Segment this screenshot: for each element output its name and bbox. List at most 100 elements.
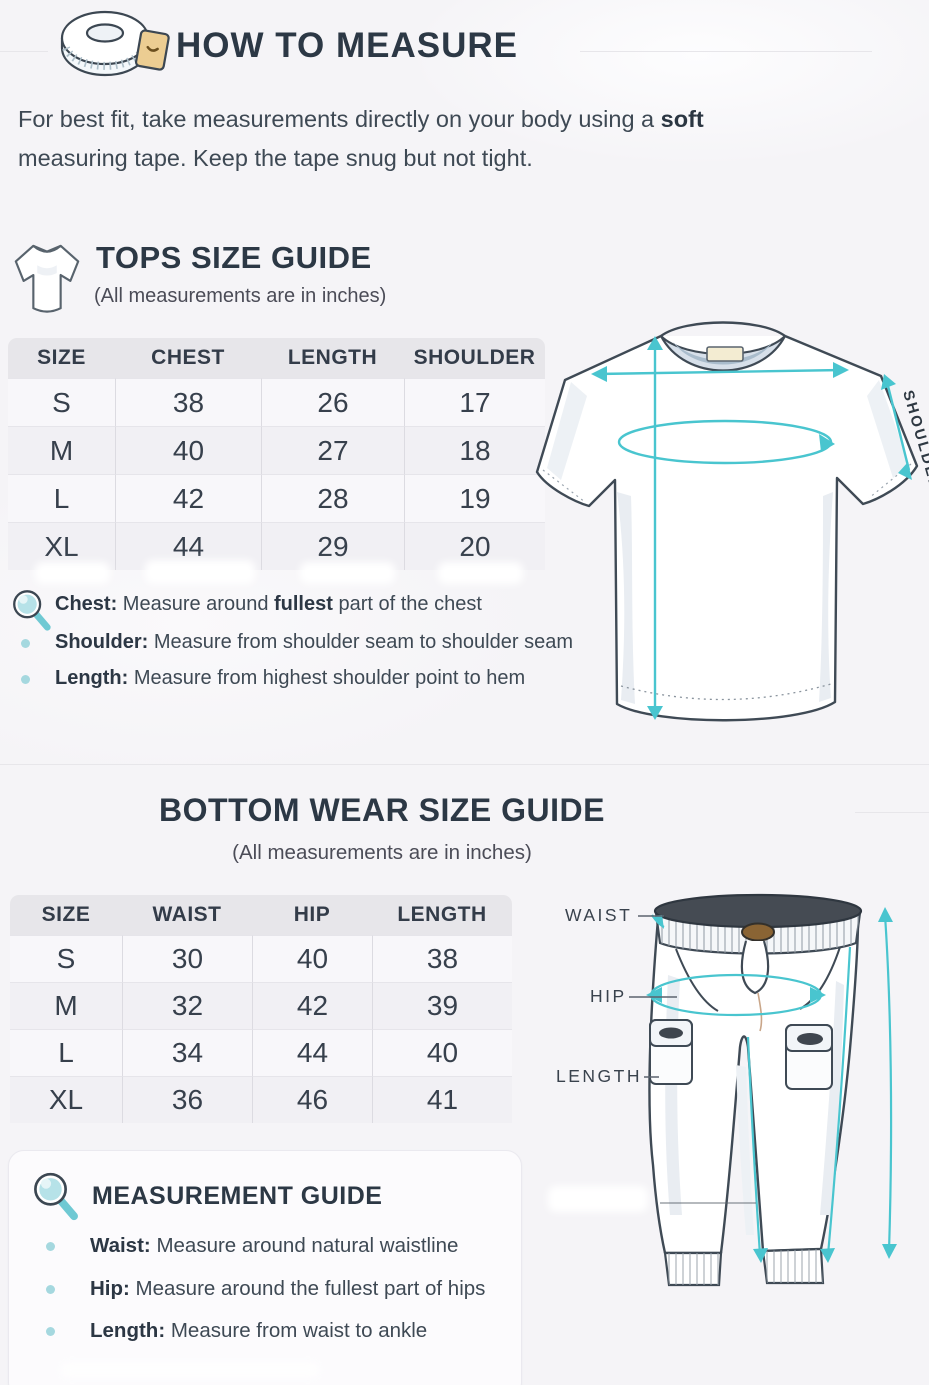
bullet-dot	[21, 675, 30, 684]
column-header-shoulder: SHOULDER	[404, 338, 545, 378]
note-shoulder-label: Shoulder:	[55, 631, 149, 653]
note-chest-text2: part of the chest	[332, 593, 482, 615]
waist-connector-line	[638, 915, 664, 917]
column-header-size: SIZE	[10, 895, 122, 935]
pants-measurement-illustration	[646, 893, 897, 1287]
cell-size: S	[8, 378, 115, 426]
measuring-tape-icon	[60, 10, 170, 77]
bottoms-table-header-row: SIZE WAIST HIP LENGTH	[10, 895, 512, 935]
note-chest: Chest: Measure around fullest part of th…	[55, 593, 482, 616]
erased-row-artifact	[300, 562, 395, 584]
magnifier-icon	[34, 1172, 78, 1221]
table-row-m: M 32 42 39	[10, 982, 512, 1029]
guide-hip-text: Measure around the fullest part of hips	[129, 1277, 486, 1300]
note-shoulder: Shoulder: Measure from shoulder seam to …	[55, 631, 573, 654]
bottoms-section-title: BOTTOM WEAR SIZE GUIDE	[159, 792, 605, 828]
pants-length-label: LENGTH	[556, 1066, 642, 1086]
divider-line	[0, 764, 929, 765]
intro-text: For best fit, take measurements directly…	[18, 100, 898, 178]
guide-waist-text: Measure around natural waistline	[150, 1234, 459, 1257]
column-header-hip: HIP	[252, 895, 372, 935]
table-row-s: S 38 26 17	[8, 378, 545, 426]
cell-hip: 42	[252, 982, 372, 1029]
table-row-s: S 30 40 38	[10, 935, 512, 982]
column-header-waist: WAIST	[122, 895, 252, 935]
note-length: Length: Measure from highest shoulder po…	[55, 667, 525, 690]
magnifier-icon	[13, 590, 51, 631]
cell-length: 39	[372, 982, 512, 1029]
guide-note-hip: Hip: Measure around the fullest part of …	[90, 1277, 485, 1301]
cell-size: L	[8, 474, 115, 522]
guide-waist-label: Waist:	[90, 1234, 151, 1257]
cell-length: 40	[372, 1029, 512, 1076]
tops-units-note: (All measurements are in inches)	[94, 285, 387, 307]
erased-row-artifact	[35, 562, 110, 584]
note-chest-text: Measure around	[117, 593, 274, 615]
cell-chest: 38	[115, 378, 261, 426]
column-header-length: LENGTH	[372, 895, 512, 935]
measurement-guide-card	[8, 1150, 522, 1385]
erased-row-artifact	[438, 562, 523, 584]
cell-size: M	[10, 982, 122, 1029]
cell-shoulder: 19	[404, 474, 545, 522]
guide-note-waist: Waist: Measure around natural waistline	[90, 1234, 458, 1258]
note-chest-bold: fullest	[274, 593, 333, 615]
column-header-size: SIZE	[8, 338, 115, 378]
divider-line	[855, 812, 929, 813]
cell-hip: 46	[252, 1076, 372, 1123]
tshirt-icon	[14, 244, 80, 313]
guide-title: MEASUREMENT GUIDE	[92, 1182, 383, 1210]
cell-size: XL	[10, 1076, 122, 1123]
tops-section-title: TOPS SIZE GUIDE	[96, 240, 372, 275]
length-connector-line	[644, 1076, 659, 1078]
intro-bold-word: soft	[660, 106, 704, 132]
cell-hip: 44	[252, 1029, 372, 1076]
table-row-l: L 42 28 19	[8, 474, 545, 522]
divider-line	[580, 51, 872, 52]
cell-chest: 40	[115, 426, 261, 474]
tshirt-measurement-illustration: SHOULDER	[535, 321, 929, 722]
cell-length: 41	[372, 1076, 512, 1123]
cell-chest: 44	[115, 522, 261, 570]
bullet-dot	[21, 639, 30, 648]
tops-size-table: SIZE CHEST LENGTH SHOULDER S 38 26 17 M …	[8, 338, 545, 570]
cell-shoulder: 18	[404, 426, 545, 474]
tops-table-header-row: SIZE CHEST LENGTH SHOULDER	[8, 338, 545, 378]
bullet-dot	[46, 1285, 55, 1294]
page-title: HOW TO MEASURE	[176, 26, 518, 65]
cell-length: 28	[261, 474, 404, 522]
cell-size: L	[10, 1029, 122, 1076]
note-length-label: Length:	[55, 667, 129, 689]
note-shoulder-text: Measure from shoulder seam to shoulder s…	[148, 631, 573, 653]
cell-size: M	[8, 426, 115, 474]
cell-length: 27	[261, 426, 404, 474]
pants-waist-label: WAIST	[565, 905, 633, 925]
divider-line	[0, 51, 48, 52]
cell-shoulder: 17	[404, 378, 545, 426]
erased-text-artifact	[60, 1362, 320, 1378]
cell-hip: 40	[252, 935, 372, 982]
bottoms-units-note: (All measurements are in inches)	[232, 841, 532, 864]
note-length-text: Measure from highest shoulder point to h…	[128, 667, 526, 689]
hip-connector-line	[629, 996, 677, 998]
intro-line2: measuring tape. Keep the tape snug but n…	[18, 145, 533, 171]
cell-size: S	[10, 935, 122, 982]
artifact-line	[660, 1202, 756, 1204]
cell-length: 26	[261, 378, 404, 426]
cell-waist: 32	[122, 982, 252, 1029]
cell-length: 38	[372, 935, 512, 982]
bullet-dot	[46, 1327, 55, 1336]
cell-waist: 30	[122, 935, 252, 982]
note-chest-label: Chest:	[55, 593, 118, 615]
column-header-chest: CHEST	[115, 338, 261, 378]
erased-label-artifact	[548, 1186, 648, 1212]
cell-chest: 42	[115, 474, 261, 522]
table-row-m: M 40 27 18	[8, 426, 545, 474]
bottoms-size-table: SIZE WAIST HIP LENGTH S 30 40 38 M 32 42…	[10, 895, 512, 1123]
intro-line1: For best fit, take measurements directly…	[18, 106, 661, 132]
table-row-l: L 34 44 40	[10, 1029, 512, 1076]
table-row-xl: XL 36 46 41	[10, 1076, 512, 1123]
erased-row-artifact	[145, 560, 255, 584]
guide-length-text: Measure from waist to ankle	[165, 1319, 428, 1342]
bullet-dot	[46, 1242, 55, 1251]
